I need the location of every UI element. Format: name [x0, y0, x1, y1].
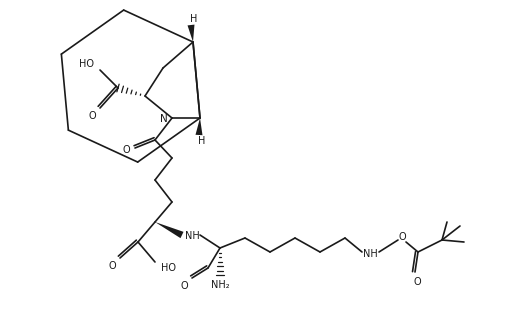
- Text: O: O: [180, 281, 188, 291]
- Text: O: O: [122, 145, 130, 155]
- Text: HO: HO: [79, 59, 93, 69]
- Text: NH: NH: [184, 231, 199, 241]
- Text: N: N: [160, 114, 168, 124]
- Polygon shape: [187, 24, 195, 42]
- Polygon shape: [155, 222, 183, 238]
- Text: O: O: [88, 111, 96, 121]
- Polygon shape: [196, 118, 203, 135]
- Text: HO: HO: [162, 263, 176, 273]
- Text: H: H: [198, 136, 206, 146]
- Text: O: O: [413, 277, 421, 287]
- Text: NH₂: NH₂: [211, 280, 229, 290]
- Text: H: H: [190, 14, 198, 24]
- Text: O: O: [398, 232, 406, 242]
- Text: O: O: [108, 261, 116, 271]
- Text: NH: NH: [363, 249, 377, 259]
